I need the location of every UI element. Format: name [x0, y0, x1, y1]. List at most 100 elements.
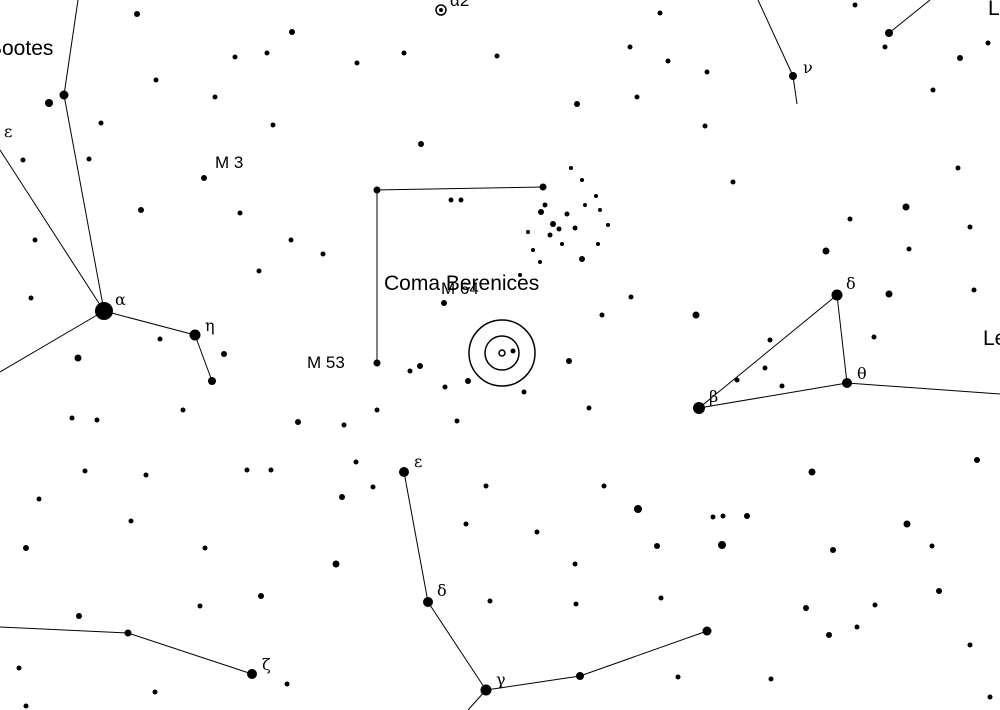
star[interactable]	[720, 513, 726, 519]
star[interactable]	[574, 101, 580, 107]
star[interactable]	[487, 598, 493, 604]
star[interactable]	[74, 354, 82, 362]
star[interactable]	[929, 543, 935, 549]
star-virgo[interactable]	[124, 629, 132, 637]
star[interactable]	[221, 351, 227, 357]
star[interactable]	[401, 50, 407, 56]
star[interactable]	[417, 363, 423, 369]
star-leo-delta[interactable]	[831, 289, 843, 301]
star[interactable]	[94, 417, 100, 423]
star[interactable]	[767, 337, 773, 343]
star-bootes[interactable]	[45, 99, 53, 107]
star[interactable]	[718, 541, 726, 549]
double-star-icon[interactable]	[435, 4, 447, 16]
star[interactable]	[830, 547, 836, 553]
star[interactable]	[82, 468, 88, 474]
star[interactable]	[710, 514, 716, 520]
star-coma-gamma[interactable]	[539, 183, 547, 191]
star[interactable]	[128, 518, 134, 524]
star[interactable]	[702, 123, 708, 129]
star[interactable]	[601, 483, 607, 489]
star-leo-nu[interactable]	[789, 72, 797, 80]
star[interactable]	[16, 665, 22, 671]
star[interactable]	[885, 290, 893, 298]
star[interactable]	[852, 2, 858, 8]
star-coma-alpha[interactable]	[373, 359, 381, 367]
star[interactable]	[237, 210, 243, 216]
star[interactable]	[654, 543, 660, 549]
star[interactable]	[268, 467, 274, 473]
star[interactable]	[134, 11, 140, 17]
star[interactable]	[586, 405, 592, 411]
star[interactable]	[808, 468, 816, 476]
star[interactable]	[180, 407, 186, 413]
star-virgo-zeta[interactable]	[247, 669, 257, 679]
star[interactable]	[822, 247, 830, 255]
star[interactable]	[197, 603, 203, 609]
star[interactable]	[826, 632, 832, 638]
star[interactable]	[566, 358, 572, 364]
star[interactable]	[987, 694, 993, 700]
star[interactable]	[762, 365, 768, 371]
star[interactable]	[332, 560, 340, 568]
star[interactable]	[212, 94, 218, 100]
star-bootes-eta[interactable]	[189, 329, 201, 341]
star[interactable]	[930, 87, 936, 93]
star[interactable]	[23, 545, 29, 551]
star[interactable]	[872, 602, 878, 608]
star[interactable]	[418, 141, 424, 147]
star[interactable]	[20, 157, 26, 163]
star[interactable]	[803, 605, 809, 611]
star[interactable]	[730, 179, 736, 185]
star[interactable]	[534, 529, 540, 535]
star[interactable]	[628, 294, 634, 300]
star[interactable]	[339, 494, 345, 500]
star[interactable]	[871, 334, 877, 340]
star[interactable]	[86, 156, 92, 162]
star[interactable]	[201, 175, 207, 181]
star-bootes-eta2[interactable]	[59, 90, 69, 100]
star[interactable]	[627, 44, 633, 50]
star-leo-theta[interactable]	[842, 378, 852, 388]
star-coma-beta[interactable]	[373, 186, 381, 194]
star[interactable]	[76, 613, 82, 619]
star[interactable]	[270, 122, 276, 128]
star[interactable]	[202, 545, 208, 551]
star[interactable]	[744, 513, 750, 519]
star[interactable]	[244, 467, 250, 473]
star[interactable]	[906, 246, 912, 252]
star[interactable]	[143, 472, 149, 478]
star[interactable]	[882, 44, 888, 50]
star[interactable]	[289, 29, 295, 35]
star[interactable]	[779, 383, 785, 389]
star[interactable]	[152, 689, 158, 695]
star[interactable]	[458, 197, 464, 203]
star[interactable]	[967, 642, 973, 648]
star[interactable]	[153, 77, 159, 83]
star[interactable]	[847, 216, 853, 222]
star[interactable]	[483, 483, 489, 489]
star[interactable]	[734, 377, 740, 383]
star[interactable]	[98, 120, 104, 126]
star[interactable]	[902, 203, 910, 211]
star[interactable]	[768, 676, 774, 682]
star[interactable]	[295, 419, 301, 425]
star[interactable]	[971, 287, 977, 293]
star[interactable]	[288, 237, 294, 243]
star[interactable]	[579, 256, 585, 262]
star[interactable]	[665, 58, 671, 64]
star[interactable]	[258, 593, 264, 599]
star[interactable]	[23, 703, 29, 709]
star[interactable]	[658, 595, 664, 601]
star-virgo-delta[interactable]	[423, 597, 433, 607]
star[interactable]	[28, 295, 34, 301]
star[interactable]	[32, 237, 38, 243]
star[interactable]	[657, 10, 663, 16]
star[interactable]	[454, 418, 460, 424]
star[interactable]	[374, 407, 380, 413]
star[interactable]	[957, 55, 963, 61]
star[interactable]	[463, 521, 469, 527]
star[interactable]	[448, 197, 454, 203]
star-arcturus[interactable]	[95, 302, 113, 320]
